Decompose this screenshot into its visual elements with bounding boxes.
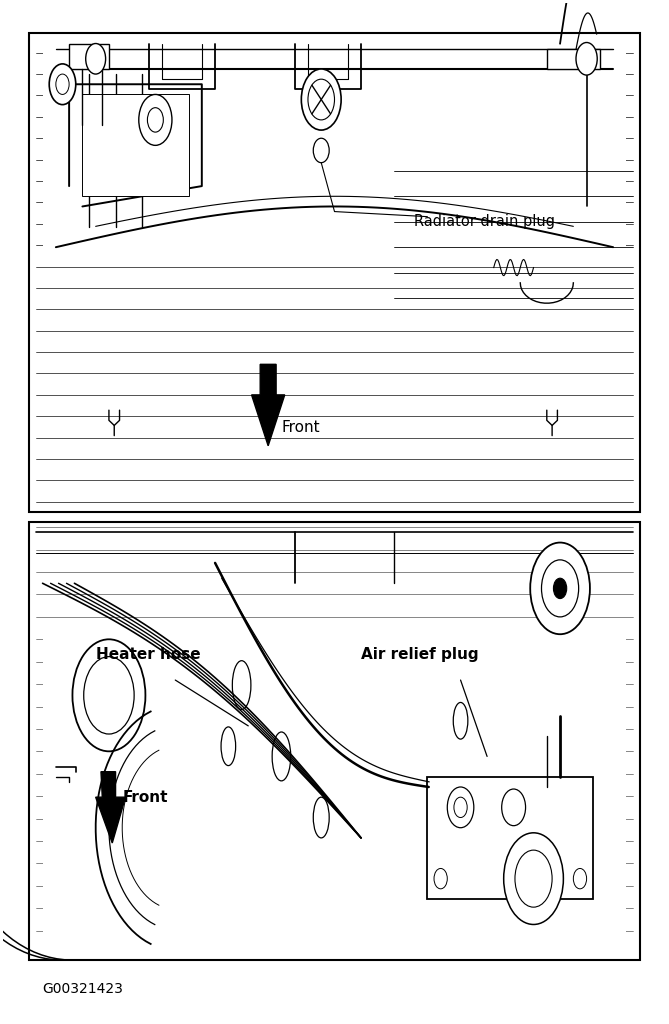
Circle shape: [84, 656, 134, 734]
Circle shape: [308, 79, 334, 120]
Circle shape: [515, 850, 552, 907]
Bar: [547, 48, 600, 69]
Bar: [69, 43, 109, 69]
Text: Heater hose: Heater hose: [96, 647, 200, 663]
Bar: [82, 94, 189, 197]
Bar: [29, 522, 640, 961]
Text: Front: Front: [282, 420, 320, 435]
Circle shape: [504, 833, 563, 925]
Polygon shape: [252, 365, 285, 445]
Circle shape: [50, 63, 76, 104]
Circle shape: [502, 790, 526, 825]
Circle shape: [434, 868, 448, 889]
Circle shape: [56, 74, 69, 94]
Circle shape: [576, 43, 597, 75]
Bar: [29, 34, 640, 512]
Circle shape: [86, 43, 106, 74]
Circle shape: [573, 868, 587, 889]
Circle shape: [531, 543, 590, 634]
Circle shape: [301, 69, 341, 130]
Text: G00321423: G00321423: [43, 982, 124, 995]
Circle shape: [454, 797, 467, 817]
Circle shape: [553, 579, 567, 599]
Circle shape: [138, 94, 172, 145]
Circle shape: [448, 787, 474, 827]
Circle shape: [541, 560, 579, 616]
Polygon shape: [96, 772, 126, 843]
Circle shape: [313, 138, 329, 163]
Bar: [43, 43, 626, 247]
Text: Air relief plug: Air relief plug: [361, 647, 478, 663]
Circle shape: [72, 639, 145, 752]
Circle shape: [147, 108, 163, 132]
Bar: [43, 634, 626, 950]
Bar: [427, 777, 593, 899]
Text: Front: Front: [122, 790, 168, 805]
Text: Radiator drain plug: Radiator drain plug: [414, 214, 555, 229]
